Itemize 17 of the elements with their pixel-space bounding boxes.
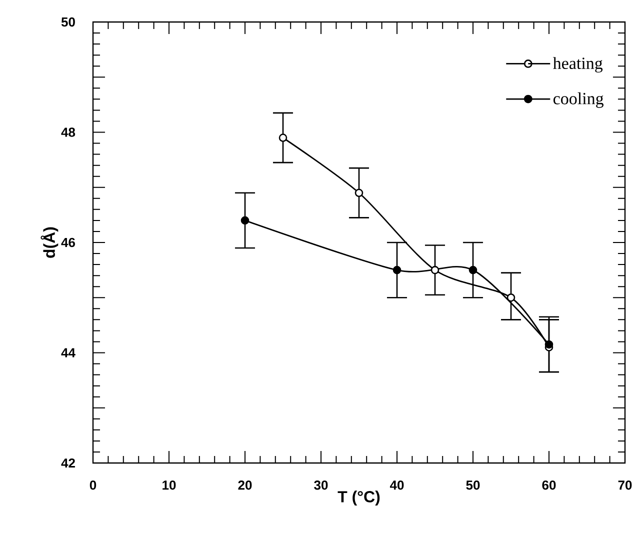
- x-tick-label: 60: [542, 480, 556, 490]
- y-tick-label: 46: [61, 238, 75, 248]
- y-tick-label: 48: [61, 128, 76, 137]
- legend-label: cooling: [553, 92, 604, 108]
- y-tick-label: 42: [61, 458, 75, 468]
- y-tick-label: 50: [61, 17, 75, 27]
- x-tick-label: 30: [314, 480, 328, 490]
- legend-label: heating: [553, 57, 603, 73]
- x-tick-label: 50: [466, 480, 480, 490]
- x-axis-title: T (°C): [338, 490, 380, 506]
- y-tick-label: 44: [61, 348, 76, 358]
- x-tick-label: 20: [238, 480, 252, 490]
- x-tick-label: 40: [390, 480, 404, 490]
- x-tick-label: 10: [162, 480, 176, 490]
- x-tick-label: 70: [618, 480, 632, 490]
- y-axis-title: d(Å): [40, 227, 58, 258]
- x-tick-label: 0: [90, 480, 96, 490]
